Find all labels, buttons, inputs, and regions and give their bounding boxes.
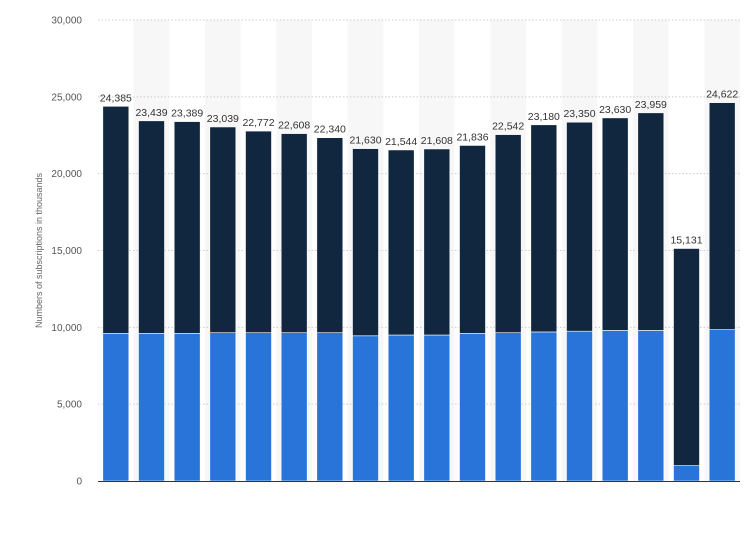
bar-segment-lower [138, 333, 165, 482]
total-data-label: 21,608 [421, 135, 453, 147]
bar-segment-lower [566, 330, 593, 482]
bar-segment-lower [316, 332, 344, 482]
total-data-label: 23,350 [563, 108, 595, 120]
bar-segment-lower [673, 465, 700, 482]
y-tick-label: 15,000 [51, 246, 82, 257]
total-data-label: 24,622 [706, 89, 738, 101]
bar-segment-lower [245, 332, 272, 482]
bar-segment-lower [530, 331, 558, 482]
y-tick-label: 25,000 [51, 92, 82, 103]
y-tick-label: 0 [76, 477, 82, 488]
bar-segment-lower [280, 332, 308, 482]
bar-segment-lower [423, 334, 451, 482]
bar-segment-upper [102, 105, 130, 334]
y-axis-ticks: 0 5,000 10,000 15,000 20,000 25,000 30,000 [51, 16, 82, 488]
bar-segment-lower [173, 333, 201, 482]
total-data-label: 15,131 [670, 234, 702, 246]
bar-segment-upper [566, 121, 593, 332]
total-data-label: 23,630 [599, 104, 631, 116]
bar-segment-lower [352, 335, 379, 482]
bar-segment-lower [387, 334, 415, 482]
total-data-label: 23,389 [171, 108, 203, 120]
bar-segment-lower [209, 332, 237, 482]
total-data-label: 23,959 [635, 99, 667, 111]
total-data-label: 22,608 [278, 120, 310, 132]
bar-segment-upper [459, 145, 486, 334]
bar-segment-upper [387, 149, 415, 336]
y-tick-label: 5,000 [57, 400, 82, 411]
total-data-label: 22,542 [492, 121, 524, 133]
bar-segment-lower [708, 329, 736, 482]
bar-segment-upper [423, 148, 451, 336]
total-data-label: 23,039 [207, 113, 239, 125]
y-tick-label: 30,000 [51, 16, 82, 27]
bar-segment-upper [138, 120, 165, 334]
y-tick-label: 20,000 [51, 169, 82, 180]
total-data-label: 21,630 [349, 135, 381, 147]
bar-segment-lower [637, 330, 665, 482]
bars [102, 102, 736, 482]
bar-segment-lower [601, 330, 629, 482]
bar-segment-upper [280, 133, 308, 334]
bar-segment-lower [494, 332, 522, 482]
total-data-label: 23,180 [528, 111, 560, 123]
y-axis-title: Numbers of subscriptions in thousands [34, 172, 44, 328]
total-data-label: 24,385 [100, 92, 132, 104]
bar-segment-upper [637, 112, 665, 331]
total-data-label: 22,340 [314, 124, 346, 136]
bar-segment-upper [673, 248, 700, 466]
bar-segment-upper [209, 126, 237, 334]
bar-segment-lower [102, 333, 130, 482]
total-data-label: 23,439 [135, 107, 167, 119]
total-data-label: 21,836 [456, 131, 488, 143]
bar-segment-upper [245, 130, 272, 334]
bar-segment-lower [459, 333, 486, 482]
bar-segment-upper [601, 117, 629, 331]
bar-segment-upper [530, 124, 558, 333]
bar-segment-upper [494, 134, 522, 334]
bar-segment-upper [173, 121, 201, 334]
total-data-label: 21,544 [385, 136, 417, 148]
bar-segment-upper [352, 148, 379, 337]
total-data-label: 22,772 [242, 117, 274, 129]
bar-segment-upper [708, 102, 736, 330]
bar-segment-upper [316, 137, 344, 334]
y-tick-label: 10,000 [51, 323, 82, 334]
